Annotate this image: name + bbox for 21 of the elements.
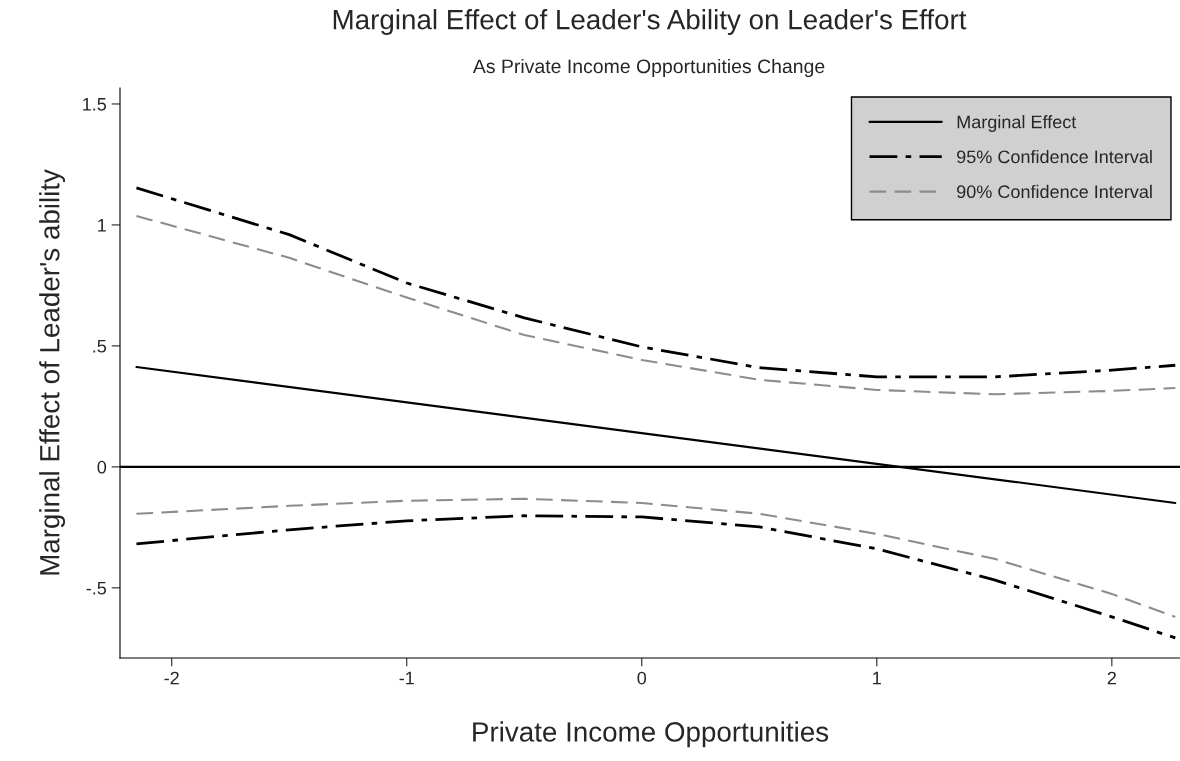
y-tick-label: .5 (93, 340, 107, 353)
legend-label: Marginal Effect (957, 115, 1077, 132)
y-tick-label: 1 (98, 219, 106, 232)
y-tick-label: -.5 (86, 581, 107, 595)
y-axis-title: Marginal Effect of Leader's ability (39, 169, 66, 575)
chart-title: Marginal Effect of Leader's Ability on Leader's Effort (333, 9, 967, 35)
x-tick-label: 2 (1107, 671, 1116, 685)
line-series (135, 514, 1177, 640)
legend-label: 90% Confidence Interval (957, 184, 1152, 199)
x-axis-title: Private Income Opportunities (473, 721, 829, 748)
y-tick-label: 1.5 (83, 98, 107, 111)
line-series (135, 497, 1177, 618)
chart-subtitle: As Private Income Opportunities Change (472, 58, 825, 78)
x-tick-label: 1 (873, 671, 881, 685)
y-tick-label: 0 (97, 460, 107, 474)
line-series (135, 186, 1177, 379)
line-series (135, 214, 1177, 396)
x-tick-label: 0 (637, 671, 647, 685)
legend-label: 95% Confidence Interval (957, 149, 1152, 164)
x-tick-label: -2 (164, 671, 179, 685)
x-tick-label: -1 (399, 671, 414, 685)
